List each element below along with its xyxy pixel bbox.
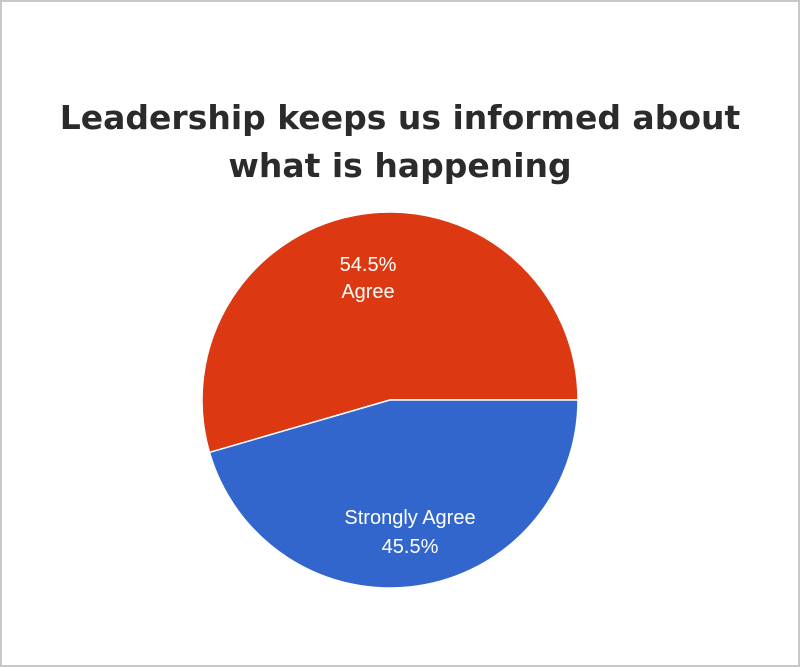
pie-slice-strongly-agree <box>208 399 579 589</box>
slice-strongly-agree-labels: Strongly Agree 45.5% <box>344 507 475 558</box>
chart-title-line-2: what is happening <box>228 146 572 185</box>
slice-agree-labels: 54.5% Agree <box>340 254 397 303</box>
chart-title-line-1: Leadership keeps us informed about <box>59 98 741 137</box>
slice-strongly-agree-percent-label: 45.5% <box>382 536 439 558</box>
slice-agree-percent-label: 54.5% <box>340 254 397 276</box>
slice-agree-name-label: Agree <box>341 281 394 303</box>
pie-slices <box>201 211 579 589</box>
slice-strongly-agree-name-label: Strongly Agree <box>344 507 475 529</box>
pie-slice-agree <box>201 211 579 454</box>
chart-title: Leadership keeps us informed about what … <box>2 94 798 190</box>
